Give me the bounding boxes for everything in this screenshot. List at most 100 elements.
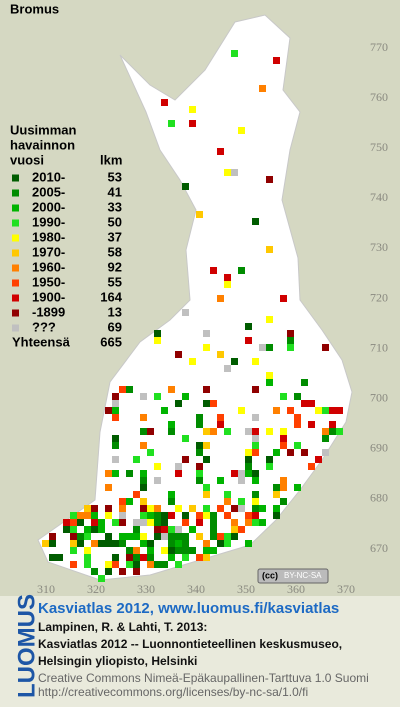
record-square <box>98 540 105 547</box>
record-square <box>147 561 154 568</box>
record-square <box>140 470 147 477</box>
record-square <box>168 547 175 554</box>
northing-label: 770 <box>370 40 388 54</box>
record-square <box>203 344 210 351</box>
record-square <box>308 421 315 428</box>
record-square <box>133 547 140 554</box>
record-square <box>294 484 301 491</box>
record-square <box>140 540 147 547</box>
record-square <box>168 498 175 505</box>
record-square <box>147 512 154 519</box>
record-square <box>210 267 217 274</box>
record-square <box>84 554 91 561</box>
record-square <box>84 505 91 512</box>
citation-line: Lampinen, R. & Lahti, T. 2013: <box>38 620 207 634</box>
record-square <box>77 519 84 526</box>
citation-line: Kasviatlas 2012 -- Luonnontieteellinen k… <box>38 637 342 651</box>
record-square <box>196 470 203 477</box>
record-square <box>91 519 98 526</box>
record-square <box>217 540 224 547</box>
license-badge-text: BY-NC-SA <box>284 571 322 580</box>
record-square <box>245 470 252 477</box>
record-square <box>322 407 329 414</box>
record-square <box>147 449 154 456</box>
record-square <box>294 393 301 400</box>
license-line: Creative Commons Nimeä-Epäkaupallinen-Ta… <box>38 671 369 685</box>
legend-count: 55 <box>108 274 122 289</box>
record-square <box>196 554 203 561</box>
record-square <box>238 505 245 512</box>
record-square <box>252 218 259 225</box>
legend-label: 2000- <box>32 199 65 214</box>
record-square <box>175 526 182 533</box>
record-square <box>224 491 231 498</box>
record-square <box>112 519 119 526</box>
record-square <box>252 519 259 526</box>
legend-label: 1900- <box>32 289 65 304</box>
record-square <box>189 120 196 127</box>
record-square <box>154 561 161 568</box>
record-square <box>322 449 329 456</box>
record-square <box>203 540 210 547</box>
record-square <box>182 519 189 526</box>
record-square <box>105 407 112 414</box>
record-square <box>189 106 196 113</box>
record-square <box>252 428 259 435</box>
record-square <box>238 526 245 533</box>
record-square <box>112 561 119 568</box>
record-square <box>112 456 119 463</box>
record-square <box>133 491 140 498</box>
record-square <box>259 344 266 351</box>
record-square <box>231 519 238 526</box>
record-square <box>112 554 119 561</box>
legend-swatch <box>12 309 19 317</box>
record-square <box>252 386 259 393</box>
record-square <box>252 512 259 519</box>
record-square <box>231 526 238 533</box>
record-square <box>231 533 238 540</box>
record-square <box>105 484 112 491</box>
record-square <box>42 540 49 547</box>
record-square <box>273 57 280 64</box>
record-square <box>147 505 154 512</box>
record-square <box>175 463 182 470</box>
record-square <box>77 533 84 540</box>
record-square <box>161 512 168 519</box>
record-square <box>140 414 147 421</box>
record-square <box>77 540 84 547</box>
record-square <box>273 484 280 491</box>
record-square <box>175 400 182 407</box>
legend-label: 1980- <box>32 229 65 244</box>
record-square <box>301 449 308 456</box>
record-square <box>266 379 273 386</box>
record-square <box>252 470 259 477</box>
record-square <box>119 505 126 512</box>
record-square <box>252 414 259 421</box>
legend-swatch <box>12 324 19 332</box>
record-square <box>112 400 119 407</box>
record-square <box>203 505 210 512</box>
record-square <box>63 519 70 526</box>
record-square <box>203 442 210 449</box>
legend-label: 1950- <box>32 274 65 289</box>
record-square <box>273 407 280 414</box>
atlas-link[interactable]: Kasviatlas 2012, www.luomus.fi/kasviatla… <box>38 600 339 617</box>
record-square <box>231 169 238 176</box>
northing-label: 740 <box>370 190 388 204</box>
legend-label: 1990- <box>32 214 65 229</box>
record-square <box>154 337 161 344</box>
record-square <box>168 491 175 498</box>
record-square <box>210 547 217 554</box>
record-square <box>203 330 210 337</box>
record-square <box>98 575 105 582</box>
record-square <box>266 176 273 183</box>
record-square <box>126 470 133 477</box>
record-square <box>203 512 210 519</box>
record-square <box>287 330 294 337</box>
record-square <box>329 428 336 435</box>
license-url[interactable]: http://creativecommons.org/licenses/by-n… <box>38 685 308 699</box>
record-square <box>182 456 189 463</box>
record-square <box>294 421 301 428</box>
record-square <box>266 316 273 323</box>
legend-swatch <box>12 249 19 257</box>
